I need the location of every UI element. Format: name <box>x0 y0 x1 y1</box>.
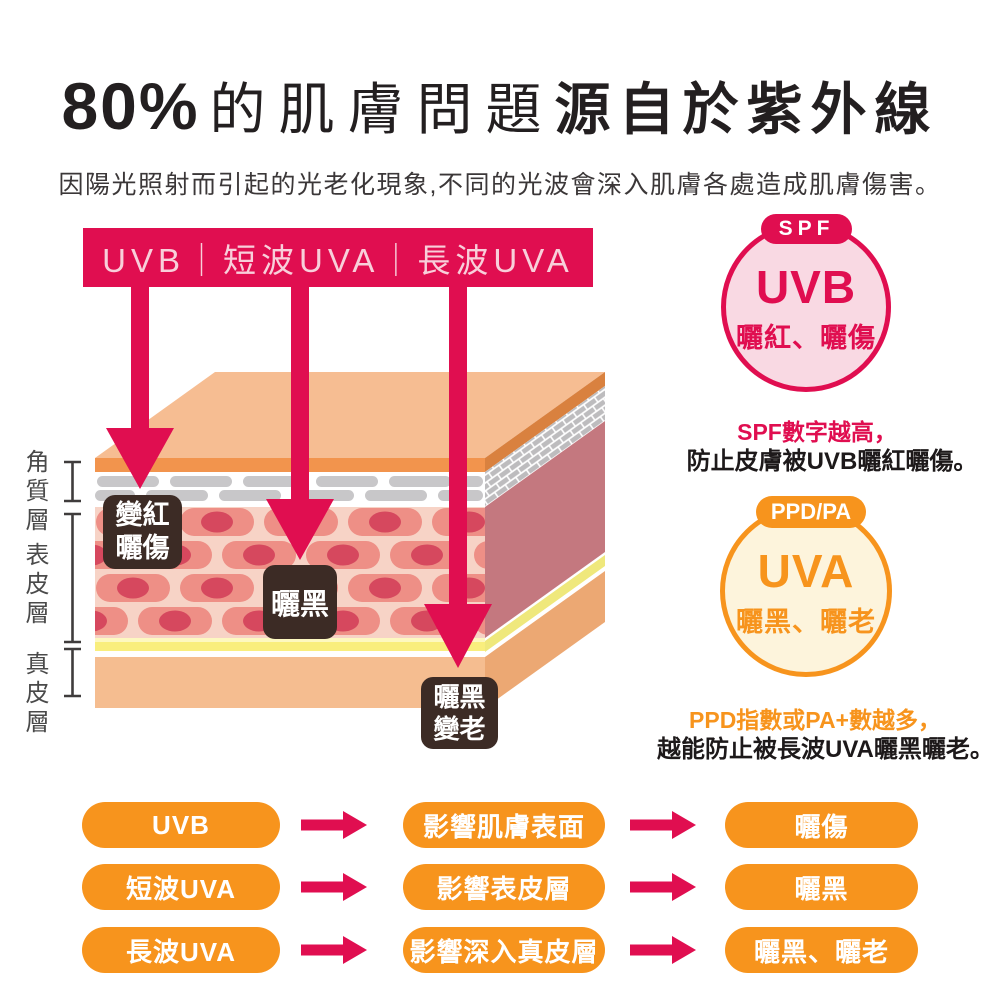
ppd-wave-name: UVA <box>757 544 855 597</box>
layer-brackets <box>64 460 81 698</box>
page-subtitle: 因陽光照射而引起的光老化現象,不同的光波會深入肌膚各處造成肌膚傷害。 <box>58 171 942 199</box>
ppd-caption-line1: PPD指數或PA+數越多， <box>689 707 941 733</box>
skin-top-face <box>95 372 605 458</box>
flow-row3-impact-pill: 影響深入真皮層 <box>403 927 605 973</box>
damage-tag-dermis-line2: 變老 <box>433 714 486 744</box>
damage-tag-surface-line1: 變紅 <box>115 500 170 530</box>
damage-tag-surface-line2: 曬傷 <box>115 533 170 563</box>
spf-uvb-circle: UVB 曬紅、曬傷 <box>721 222 891 392</box>
page-title: 80% 的肌膚問題源自於紫外線 <box>0 65 1000 146</box>
arrow-right-icon <box>630 811 696 839</box>
spf-wave-effects: 曬紅、曬傷 <box>736 322 876 353</box>
arrow-right-icon <box>630 936 696 964</box>
flow-row3-source-pill: 長波UVA <box>82 927 280 973</box>
damage-tag-dermis: 曬黑 變老 <box>421 677 498 749</box>
arrow-right-icon <box>630 873 696 901</box>
long-uva-arrow <box>424 286 492 668</box>
arrow-right-icon <box>301 873 367 901</box>
layer-label-dermis: 真皮層 <box>21 651 48 738</box>
title-emphasis: 源自於紫外線 <box>554 78 939 142</box>
title-middle: 的肌膚問題 <box>209 78 555 142</box>
spf-tab: SPF <box>761 214 852 244</box>
spf-caption-line2: 防止皮膚被UVB曬紅曬傷。 <box>686 448 978 475</box>
uvb-arrow <box>106 286 174 489</box>
arrow-right-icon <box>301 811 367 839</box>
skin-side-basal <box>485 555 605 652</box>
skin-side-surface <box>485 372 605 472</box>
title-percentage: 80% <box>61 69 200 144</box>
basal-layer-highlight <box>95 638 485 642</box>
corneum-dashes-row1 <box>97 476 483 487</box>
damage-tag-surface: 變紅 曬傷 <box>103 495 182 569</box>
arrow-right-icon <box>301 936 367 964</box>
flow-row1-result-pill: 曬傷 <box>725 802 918 848</box>
skin-side-corneum-bricks <box>485 386 605 507</box>
flow-row2-impact-pill: 影響表皮層 <box>403 864 605 910</box>
ppd-tab: PPD/PA <box>756 496 866 528</box>
skin-surface-strip <box>95 458 485 472</box>
layer-label-epidermis: 表皮層 <box>21 542 48 629</box>
flow-row1-impact-pill: 影響肌膚表面 <box>403 802 605 848</box>
damage-tag-dermis-line1: 曬黑 <box>433 682 486 712</box>
flow-row2-result-pill: 曬黑 <box>725 864 918 910</box>
layer-label-corneum: 角質層 <box>21 449 48 536</box>
skin-side-epidermis <box>485 421 605 638</box>
skin-side-dermis <box>485 571 605 708</box>
uv-types-bar-label: UVB｜短波UVA｜長波UVA <box>102 241 574 279</box>
flow-row1-source-pill: UVB <box>82 802 280 848</box>
uv-types-bar: UVB｜短波UVA｜長波UVA <box>83 228 593 287</box>
dermis-band <box>95 657 485 708</box>
flow-row3-result-pill: 曬黑、曬老 <box>725 927 918 973</box>
damage-tag-epidermis: 曬黑 <box>263 565 337 639</box>
ppd-uva-circle: UVA 曬黑、曬老 <box>720 505 892 677</box>
ppd-wave-effects: 曬黑、曬老 <box>736 606 876 637</box>
flow-row2-source-pill: 短波UVA <box>82 864 280 910</box>
short-uva-arrow <box>266 286 334 560</box>
ppd-caption-line2: 越能防止被長波UVA曬黑曬老。 <box>657 736 994 763</box>
damage-tag-epidermis-label: 曬黑 <box>270 589 329 621</box>
spf-caption-line1: SPF數字越高， <box>737 419 897 445</box>
spf-wave-name: UVB <box>755 260 857 313</box>
